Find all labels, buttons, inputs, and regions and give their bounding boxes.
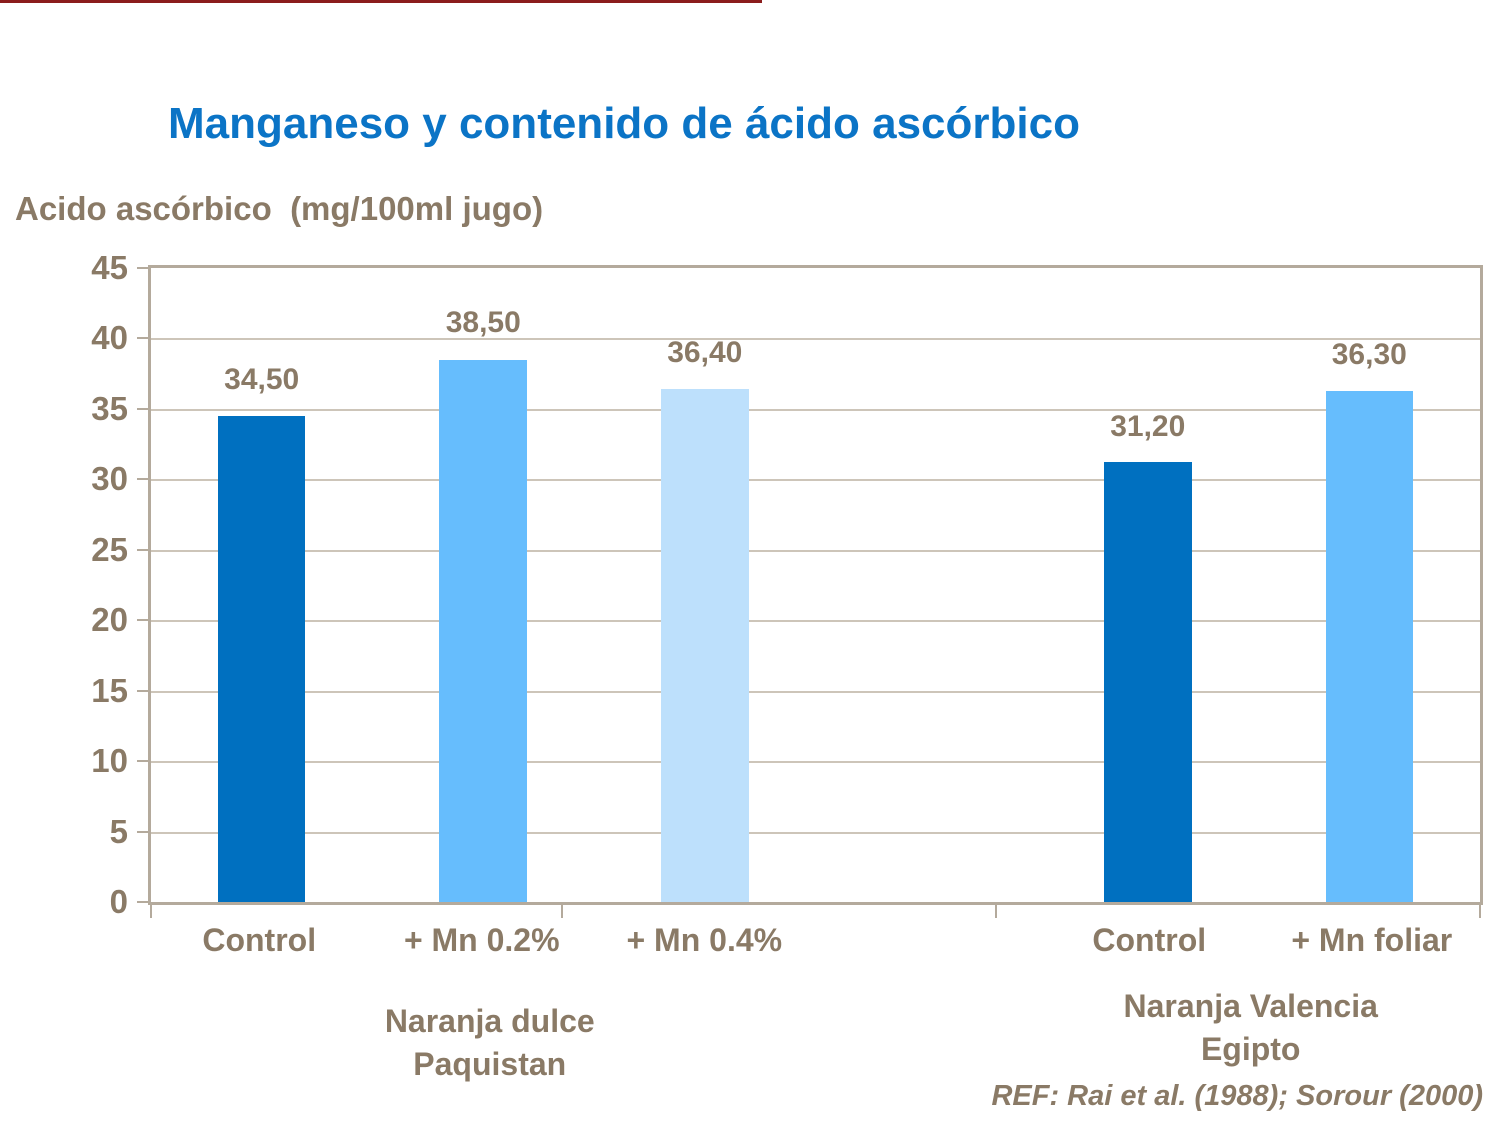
bar [439,359,528,902]
bar [1325,390,1414,902]
gridline [151,690,1480,693]
y-tick-mark [137,689,148,692]
bar [217,415,306,902]
y-tick-mark [137,478,148,481]
bar-value-label: 36,30 [1331,337,1407,371]
group-label: Naranja Valencia Egipto [1124,985,1378,1071]
gridline [151,620,1480,623]
y-axis-title: Acido ascórbico (mg/100ml jugo) [15,190,544,227]
y-tick-label: 45 [91,249,128,286]
y-tick-label: 25 [91,530,128,568]
y-tick-label: 5 [109,812,128,850]
x-tick-mark [560,905,563,918]
bar [661,389,749,902]
x-category-label: + Mn 0.4% [626,922,783,958]
bar-value-label: 36,40 [667,336,743,370]
group-label-line: Naranja dulce [384,1003,595,1039]
x-category-label: Control [1092,922,1207,958]
y-tick-mark [137,901,148,903]
bar [1103,462,1192,902]
group-label-line: Egipto [1200,1031,1301,1068]
y-tick-mark [137,619,148,622]
gridline [151,479,1480,482]
y-tick-label: 10 [91,742,128,780]
gridline [151,761,1480,764]
x-category-label: Control [202,922,317,958]
y-tick-mark [137,337,148,340]
y-tick-label: 15 [91,671,128,709]
x-tick-mark [1479,905,1481,918]
group-label-line: Naranja Valencia [1123,988,1378,1024]
x-tick-mark [150,905,152,918]
y-tick-mark [137,830,148,833]
y-tick-label: 30 [91,460,128,498]
gridline [151,831,1480,834]
bar-value-label: 34,50 [224,363,300,397]
y-tick-mark [137,760,148,763]
x-category-label: + Mn foliar [1291,922,1453,958]
bar-value-label: 31,20 [1110,410,1186,444]
group-label-line: Paquistan [413,1046,567,1083]
x-group-labels: Naranja dulce Paquistan Naranja Valencia Eg… [148,985,1483,1095]
y-tick-label: 0 [109,883,128,920]
x-category-label: + Mn 0.2% [403,922,560,958]
y-tick-mark [137,407,148,410]
top-accent-line [0,0,762,3]
bar-value-label: 38,50 [445,306,521,340]
gridline [151,338,1480,341]
y-tick-label: 40 [91,319,128,357]
y-tick-label: 35 [91,389,128,427]
plot-area: 0 5 10 15 20 25 30 35 40 45 34,50 38,50 36,40 31,20 36… [91,249,1483,920]
chart-title: Manganeso y contenido de ácido ascórbico [168,99,1080,149]
y-tick-label: 20 [91,601,128,639]
x-category-labels: Control + Mn 0.2% + Mn 0.4% Control + Mn fol… [148,922,1483,970]
gridline [151,408,1480,411]
gridline [151,549,1480,552]
reference-text: REF: Rai et al. (1988); Sorour (2000) [991,1080,1483,1112]
y-tick-mark [137,267,148,269]
group-label: Naranja dulce Paquistan [385,1000,595,1086]
x-tick-mark [995,905,998,918]
y-tick-mark [137,548,148,551]
